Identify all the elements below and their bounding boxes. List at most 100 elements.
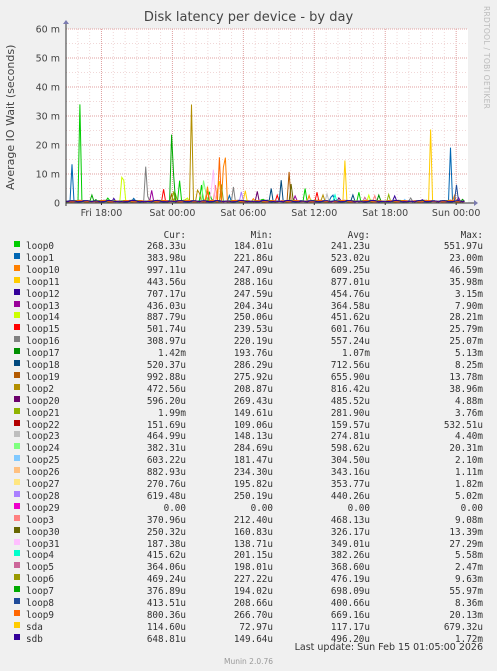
legend-max: 28.21m xyxy=(449,312,483,324)
y-axis-arrow xyxy=(63,20,69,24)
legend-max: 13.78m xyxy=(449,371,483,383)
y-tick-label: 60 m xyxy=(36,25,60,36)
legend-name: loop6 xyxy=(26,574,54,586)
legend-avg: 476.19u xyxy=(330,574,370,586)
legend-cur: 520.37u xyxy=(146,360,186,371)
chart-title: Disk latency per device - by day xyxy=(143,10,354,25)
legend-cur: 415.62u xyxy=(146,550,186,562)
legend-min: 208.87u xyxy=(233,383,273,395)
legend-row-loop19: loop19 992.88u 275.92u 655.90u 13.78m xyxy=(0,371,497,383)
legend-max: 4.40m xyxy=(455,431,483,443)
legend-max: 5.02m xyxy=(455,490,483,502)
legend-row-sda: sda 114.60u 72.97u 117.17u 679.32u xyxy=(0,621,497,633)
x-tick-label: Sat 18:00 xyxy=(362,208,408,219)
legend-header-min: Min: xyxy=(250,230,273,241)
legend-min: 149.61u xyxy=(233,407,273,419)
legend-name: loop3 xyxy=(26,514,54,526)
y-tick-label: 10 m xyxy=(36,170,60,181)
x-tick-label: Sat 06:00 xyxy=(220,208,266,219)
legend-row-loop24: loop24 382.31u 284.69u 598.62u 20.31m xyxy=(0,443,497,454)
legend-row-loop23: loop23 464.99u 148.13u 274.81u 4.40m xyxy=(0,431,497,442)
legend-swatch xyxy=(14,241,20,247)
legend-avg: 274.81u xyxy=(330,431,370,443)
y-tick-label: 20 m xyxy=(36,141,60,152)
legend-header-max: Max: xyxy=(460,230,483,241)
legend-row-loop25: loop25 603.22u 181.47u 304.50u 2.10m xyxy=(0,455,497,466)
legend-min: 275.92u xyxy=(233,371,273,383)
legend-row-loop11: loop11 443.56u 288.16u 877.01u 35.98m xyxy=(0,276,497,288)
legend-avg: 669.16u xyxy=(330,609,370,621)
legend-swatch xyxy=(14,324,20,331)
legend-swatch xyxy=(14,395,20,402)
legend-cur: 436.03u xyxy=(146,300,186,312)
legend-row-loop28: loop28 619.48u 250.19u 440.26u 5.02m xyxy=(0,490,497,502)
legend-cur: 596.20u xyxy=(146,395,186,407)
legend-cur: 370.96u xyxy=(146,514,186,526)
legend-header: Cur: Min: Avg: Max: xyxy=(0,230,497,241)
legend-avg: 364.58u xyxy=(330,300,370,312)
legend-avg: 400.66u xyxy=(330,598,370,609)
legend-min: 160.83u xyxy=(233,526,273,538)
legend-max: 35.98m xyxy=(449,276,483,288)
legend-avg: 557.24u xyxy=(330,336,370,348)
legend-cur: 997.11u xyxy=(146,264,186,276)
legend-min: 234.30u xyxy=(233,467,273,479)
legend-row-loop22: loop22 151.69u 109.06u 159.57u 532.51u xyxy=(0,419,497,431)
legend-avg: 343.16u xyxy=(330,467,370,479)
legend-max: 8.25m xyxy=(455,360,483,371)
legend-name: loop31 xyxy=(26,538,60,550)
legend-name: loop0 xyxy=(26,241,54,252)
legend-row-loop15: loop15 501.74u 239.53u 601.76u 25.79m xyxy=(0,324,497,335)
legend-max: 46.59m xyxy=(449,264,483,276)
legend-min: 0.00 xyxy=(250,502,273,514)
legend-avg: 440.26u xyxy=(330,490,370,502)
legend-name: loop9 xyxy=(26,609,54,621)
legend-cur: 992.88u xyxy=(146,371,186,383)
legend-name: loop4 xyxy=(26,550,54,562)
legend-min: 204.34u xyxy=(233,300,273,312)
legend-row-loop21: loop21 1.99m 149.61u 281.90u 3.76m xyxy=(0,407,497,419)
legend-min: 227.22u xyxy=(233,574,273,586)
legend-min: 266.70u xyxy=(233,609,273,621)
legend-row-loop1: loop1 383.98u 221.86u 523.02u 23.00m xyxy=(0,252,497,264)
legend-max: 2.10m xyxy=(455,455,483,467)
legend-avg: 523.02u xyxy=(330,252,370,264)
legend-min: 72.97u xyxy=(239,621,273,633)
legend-swatch xyxy=(14,312,20,319)
legend-swatch xyxy=(14,479,20,485)
legend-max: 9.08m xyxy=(455,514,483,526)
legend-swatch xyxy=(14,490,20,497)
legend-swatch xyxy=(14,371,20,378)
legend-avg: 598.62u xyxy=(330,443,370,455)
legend-avg: 304.50u xyxy=(330,455,370,467)
legend-avg: 496.20u xyxy=(330,633,370,645)
legend-name: loop8 xyxy=(26,598,54,609)
legend-swatch xyxy=(14,336,20,343)
legend-row-loop0: loop0 268.33u 184.01u 241.23u 551.97u xyxy=(0,241,497,252)
legend-row-sdb: sdb 648.81u 149.64u 496.20u 1.72m xyxy=(0,633,497,645)
legend-min: 184.01u xyxy=(233,241,273,252)
legend-swatch xyxy=(14,431,20,438)
legend-avg: 353.77u xyxy=(330,479,370,490)
legend-name: loop23 xyxy=(26,431,60,443)
legend-min: 195.82u xyxy=(233,479,273,490)
legend-name: loop27 xyxy=(26,479,60,490)
legend-swatch xyxy=(14,586,20,593)
legend-swatch xyxy=(14,609,20,616)
x-tick-label: Sat 12:00 xyxy=(291,208,337,219)
legend-max: 38.96m xyxy=(449,383,483,395)
legend-cur: 603.22u xyxy=(146,455,186,467)
legend-min: 201.15u xyxy=(233,550,273,562)
legend-cur: 268.33u xyxy=(146,241,186,252)
x-tick-label: Sat 00:00 xyxy=(149,208,195,219)
legend-name: loop13 xyxy=(26,300,60,312)
legend-max: 23.00m xyxy=(449,252,483,264)
legend-min: 109.06u xyxy=(233,419,273,431)
legend-name: loop24 xyxy=(26,443,60,455)
legend-avg: 1.07m xyxy=(342,348,370,360)
legend-name: loop25 xyxy=(26,455,60,467)
legend-name: loop18 xyxy=(26,360,60,371)
legend-name: loop5 xyxy=(26,562,54,574)
legend-cur: 114.60u xyxy=(146,621,186,633)
series-line-sdb xyxy=(65,199,465,203)
